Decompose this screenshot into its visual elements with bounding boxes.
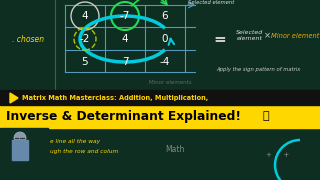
Text: 4: 4: [122, 34, 128, 44]
Text: ugh the row and colum: ugh the row and colum: [50, 148, 118, 154]
Text: ×: ×: [263, 31, 270, 40]
Text: Math: Math: [165, 145, 185, 154]
Bar: [0, 128, 48, 180]
Text: Minor element: Minor element: [271, 33, 319, 39]
Text: Inverse & Determinant Explained!: Inverse & Determinant Explained!: [6, 110, 241, 123]
Circle shape: [14, 132, 26, 144]
Text: +  -  +: + - +: [266, 152, 290, 158]
Text: 4: 4: [82, 11, 88, 21]
Text: e line all the way: e line all the way: [50, 140, 100, 145]
Text: 0: 0: [162, 34, 168, 44]
Text: element: element: [237, 37, 263, 42]
Text: 6: 6: [162, 11, 168, 21]
Text: -4: -4: [160, 57, 170, 67]
Text: Minor elements: Minor elements: [149, 80, 191, 84]
Text: -2: -2: [80, 34, 90, 44]
Text: 🧠: 🧠: [263, 111, 269, 122]
Bar: [0, 105, 320, 128]
Text: =: =: [214, 31, 226, 46]
Text: Selected element: Selected element: [188, 1, 234, 6]
Bar: [12, 140, 28, 160]
Polygon shape: [10, 93, 18, 103]
Text: Matrix Math Masterclass: Addition, Multiplication,: Matrix Math Masterclass: Addition, Multi…: [22, 95, 208, 101]
Text: . chosen: . chosen: [12, 35, 44, 44]
Text: Apply the sign pattern of matrix: Apply the sign pattern of matrix: [216, 68, 300, 73]
Text: 5: 5: [82, 57, 88, 67]
Text: 7: 7: [122, 57, 128, 67]
Text: Selected: Selected: [236, 30, 264, 35]
Bar: [0, 90, 320, 105]
Text: -7: -7: [120, 11, 130, 21]
